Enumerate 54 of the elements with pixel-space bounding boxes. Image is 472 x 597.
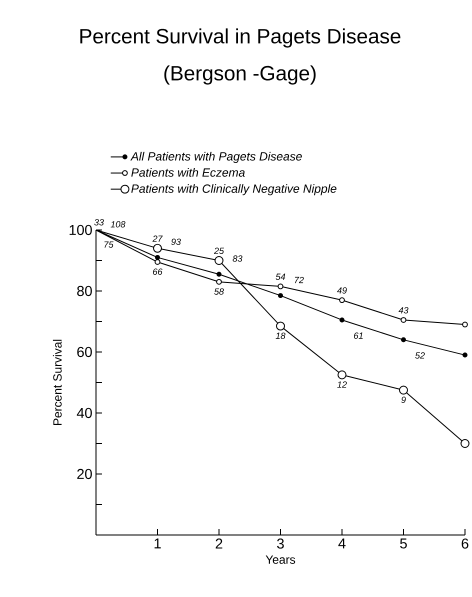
annotation: 27 <box>152 236 163 242</box>
y-tick-label: 60 <box>77 346 92 358</box>
x-tick-label: 5 <box>400 538 407 549</box>
y-axis-title: Percent Survival <box>52 340 62 426</box>
annotation: 49 <box>337 287 347 294</box>
annotation: 72 <box>294 276 304 284</box>
x-tick-label: 3 <box>277 538 284 549</box>
y-tick-label: 80 <box>77 286 92 296</box>
annotation: 25 <box>214 248 224 254</box>
x-tick-label: 4 <box>338 538 346 548</box>
point <box>460 439 470 448</box>
point <box>339 297 345 304</box>
legend-label: Patients with Eczema <box>131 168 245 177</box>
annotation: 9 <box>401 396 406 403</box>
annotation: 52 <box>415 352 425 359</box>
point <box>462 322 468 328</box>
point <box>278 284 284 290</box>
annotation: 66 <box>153 268 162 275</box>
annotation: 61 <box>354 332 363 339</box>
point <box>399 386 408 395</box>
point <box>401 337 406 342</box>
point <box>340 317 344 322</box>
point <box>278 293 283 298</box>
annotation: 12 <box>337 381 347 388</box>
point <box>338 370 346 380</box>
annotation: 83 <box>232 255 242 262</box>
point <box>216 272 222 277</box>
chart-title: Percent Survival in Pagets Disease <box>80 28 400 48</box>
annotation: 18 <box>276 332 286 339</box>
legend-label: All Patients with Pagets Disease <box>130 152 302 163</box>
x-tick-label: 2 <box>216 538 222 549</box>
annotation: 54 <box>276 274 286 280</box>
annotation: 108 <box>110 221 126 228</box>
chart-subtitle: (Bergson -Gage) <box>164 65 316 85</box>
point <box>462 352 468 358</box>
point <box>216 278 222 285</box>
annotation: 58 <box>214 288 224 295</box>
x-axis-title: Years <box>266 556 296 564</box>
point <box>154 259 160 265</box>
point <box>153 244 162 253</box>
x-tick-label: 6 <box>462 538 468 549</box>
x-tick-label: 1 <box>154 538 161 548</box>
point <box>155 254 160 260</box>
y-tick-label: 100 <box>70 224 92 236</box>
annotation: 93 <box>171 238 181 245</box>
annotation: 33 <box>94 219 104 226</box>
y-tick-label: 40 <box>76 408 92 418</box>
point <box>214 256 224 265</box>
point <box>400 317 406 323</box>
point <box>276 322 285 331</box>
annotation: 43 <box>398 307 408 314</box>
legend-label: Patients with Clinically Negative Nipple <box>131 184 336 196</box>
annotation: 75 <box>104 241 114 248</box>
y-tick-label: 20 <box>77 468 92 480</box>
